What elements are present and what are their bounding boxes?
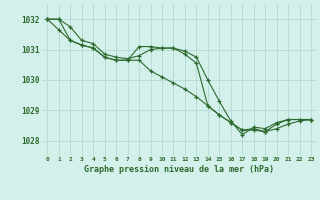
X-axis label: Graphe pression niveau de la mer (hPa): Graphe pression niveau de la mer (hPa) [84, 165, 274, 174]
